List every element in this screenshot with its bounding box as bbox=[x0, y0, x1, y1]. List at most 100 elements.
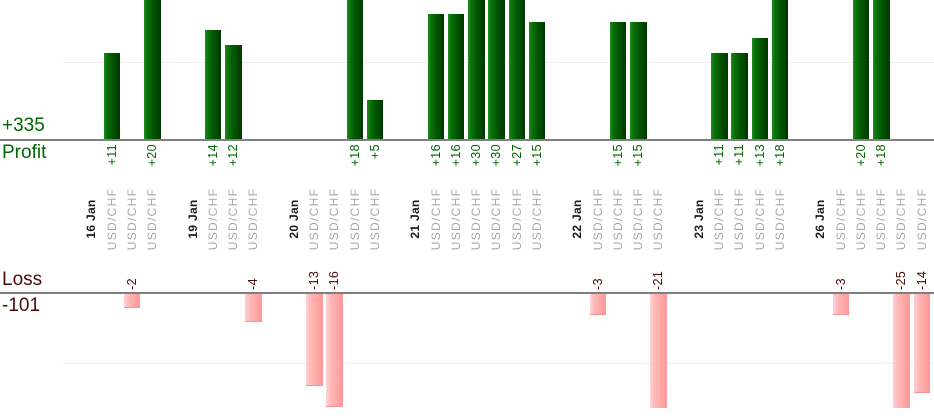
symbol-label: USD/CHF bbox=[833, 187, 848, 251]
symbol-label: USD/CHF bbox=[327, 187, 342, 251]
loss-bar bbox=[326, 294, 343, 407]
profit-value-label: +15 bbox=[631, 144, 645, 167]
symbol-label: USD/CHF bbox=[124, 187, 139, 251]
symbol-label: USD/CHF bbox=[894, 187, 909, 251]
date-label: 19 Jan bbox=[185, 199, 200, 239]
symbol-label: USD/CHF bbox=[772, 187, 787, 251]
profit-bar bbox=[468, 0, 485, 139]
profit-bar bbox=[751, 38, 768, 139]
date-label: 21 Jan bbox=[408, 199, 423, 239]
symbol-label: USD/CHF bbox=[509, 187, 524, 251]
symbol-label: USD/CHF bbox=[631, 187, 645, 251]
profit-bar bbox=[447, 14, 465, 139]
symbol-label: USD/CHF bbox=[145, 187, 159, 251]
loss-axis-label: Loss bbox=[2, 269, 43, 290]
profit-value-label: +18 bbox=[347, 144, 362, 167]
profit-value-label: +20 bbox=[853, 144, 868, 167]
profit-bar bbox=[346, 0, 363, 139]
loss-bar bbox=[123, 294, 141, 308]
symbol-label: USD/CHF bbox=[853, 187, 868, 251]
loss-total: -101 bbox=[2, 295, 41, 316]
symbol-label: USD/CHF bbox=[205, 187, 220, 251]
loss-bar bbox=[650, 294, 667, 408]
date-label: 16 Jan bbox=[84, 199, 99, 239]
symbol-label: USD/CHF bbox=[428, 187, 443, 251]
loss-bar bbox=[306, 294, 323, 386]
loss-value-label: -16 bbox=[327, 270, 342, 290]
symbol-label: USD/CHF bbox=[104, 187, 119, 251]
profit-value-label: +11 bbox=[712, 144, 726, 166]
date-label: 23 Jan bbox=[691, 199, 706, 239]
profit-value-label: +16 bbox=[428, 144, 443, 167]
symbol-label: USD/CHF bbox=[529, 187, 544, 251]
symbol-label: USD/CHF bbox=[610, 187, 625, 251]
date-label: 26 Jan bbox=[813, 199, 828, 239]
profit-value-label: +15 bbox=[529, 144, 544, 167]
profit-axis-line bbox=[0, 139, 934, 141]
profit-value-label: +30 bbox=[489, 144, 504, 167]
loss-bar bbox=[589, 294, 606, 315]
profit-value-label: +14 bbox=[205, 144, 220, 167]
profit-bar bbox=[528, 22, 546, 139]
profit-bar bbox=[144, 0, 161, 139]
profit-value-label: +13 bbox=[752, 144, 767, 167]
profit-value-label: +5 bbox=[367, 144, 382, 160]
symbol-label: USD/CHF bbox=[307, 187, 321, 251]
symbol-label: USD/CHF bbox=[246, 187, 261, 251]
loss-axis-line bbox=[0, 292, 934, 294]
loss-value-label: -4 bbox=[246, 278, 261, 290]
symbol-label: USD/CHF bbox=[914, 187, 929, 251]
loss-gridline bbox=[63, 363, 934, 364]
profit-bar bbox=[771, 0, 789, 139]
loss-value-label: -2 bbox=[124, 278, 139, 290]
loss-bar bbox=[913, 294, 930, 393]
loss-value-label: -13 bbox=[307, 270, 321, 290]
profit-value-label: +12 bbox=[226, 144, 240, 167]
profit-bar bbox=[225, 45, 242, 139]
symbol-label: USD/CHF bbox=[367, 187, 382, 251]
symbol-label: USD/CHF bbox=[489, 187, 504, 251]
loss-plot-area bbox=[0, 294, 934, 408]
profit-value-label: +27 bbox=[509, 144, 524, 167]
loss-value-label: -3 bbox=[590, 278, 605, 290]
profit-plot-area bbox=[0, 0, 934, 139]
symbol-label: USD/CHF bbox=[651, 187, 666, 251]
symbol-label: USD/CHF bbox=[226, 187, 240, 251]
profit-value-label: +20 bbox=[145, 144, 159, 167]
profit-value-label: +16 bbox=[448, 144, 463, 167]
date-label: 20 Jan bbox=[286, 199, 301, 239]
profit-bar bbox=[731, 53, 748, 139]
profit-value-label: +11 bbox=[104, 144, 119, 166]
symbol-label: USD/CHF bbox=[732, 187, 747, 251]
profit-bar bbox=[204, 30, 222, 139]
loss-bar bbox=[245, 294, 262, 322]
profit-bar bbox=[852, 0, 870, 139]
profit-value-label: +30 bbox=[469, 144, 483, 167]
profit-bar bbox=[630, 22, 647, 139]
profit-total: +335 bbox=[2, 115, 45, 136]
loss-value-label: -25 bbox=[894, 270, 909, 290]
profit-bar bbox=[711, 53, 728, 139]
profit-value-label: +18 bbox=[874, 144, 888, 167]
loss-bar bbox=[893, 294, 910, 408]
loss-value-label: -14 bbox=[914, 270, 929, 290]
symbol-label: USD/CHF bbox=[752, 187, 767, 251]
profit-value-label: +18 bbox=[772, 144, 787, 167]
symbol-label: USD/CHF bbox=[469, 187, 483, 251]
profit-value-label: +15 bbox=[610, 144, 625, 167]
profit-axis-label: Profit bbox=[2, 142, 47, 163]
profit-bar bbox=[366, 100, 384, 139]
symbol-label: USD/CHF bbox=[448, 187, 463, 251]
symbol-label: USD/CHF bbox=[590, 187, 605, 251]
date-label: 22 Jan bbox=[570, 199, 585, 239]
profit-value-label: +11 bbox=[732, 144, 747, 166]
symbol-label: USD/CHF bbox=[712, 187, 726, 251]
loss-bar bbox=[832, 294, 849, 315]
symbol-label: USD/CHF bbox=[347, 187, 362, 251]
profit-bar bbox=[103, 53, 120, 139]
loss-value-label: -21 bbox=[651, 270, 666, 290]
symbol-label: USD/CHF bbox=[874, 187, 888, 251]
profit-bar bbox=[427, 14, 444, 139]
profit-bar bbox=[488, 0, 505, 139]
